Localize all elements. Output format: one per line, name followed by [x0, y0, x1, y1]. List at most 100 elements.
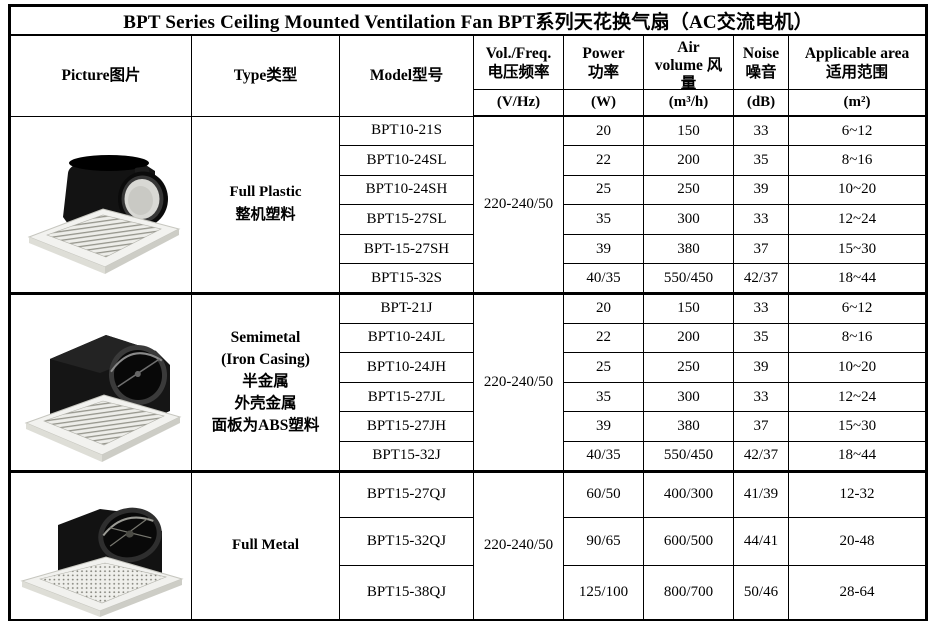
area-cell: 10~20: [787, 352, 928, 383]
power-cell: 90/65: [563, 516, 644, 566]
header-line: Noise: [742, 44, 780, 62]
noise-cell: 33: [733, 204, 789, 235]
air-volume-cell: 550/450: [643, 441, 734, 472]
voltage-cell: 220-240/50: [473, 469, 564, 621]
air-volume-cell: 380: [643, 233, 734, 265]
header-line: Power: [582, 44, 625, 62]
header-line: Air: [677, 39, 700, 56]
full-plastic-fan-image: [27, 155, 181, 275]
power-cell: 35: [563, 204, 644, 235]
col-header-power: Power 功率: [563, 34, 644, 90]
model-cell-highlighted: BPT15-32QJ: [339, 516, 474, 566]
noise-cell: 42/37: [733, 263, 789, 295]
power-cell: 22: [563, 322, 644, 354]
table-row: Semimetal (Iron Casing) 半金属 外壳金属 面板为ABS塑…: [9, 292, 928, 472]
power-cell: 35: [563, 381, 644, 413]
table-row: BPT-15-27SH 39 380 37 15~30: [10, 233, 928, 265]
power-cell: 125/100: [563, 564, 644, 621]
type-line: Full Metal: [231, 537, 300, 554]
col-header-model: Model型号: [339, 34, 474, 117]
area-cell: 10~20: [787, 174, 928, 206]
noise-cell: 37: [733, 411, 789, 443]
model-cell: BPT-15-27SH: [339, 233, 474, 265]
table-row: (V/Hz) (W) (m³/h) (dB) (m²): [10, 89, 928, 117]
table-row: BPT10-24JH 25 250 39 10~20: [10, 352, 928, 383]
power-cell: 40/35: [563, 263, 644, 295]
air-volume-cell: 300: [643, 204, 734, 235]
noise-cell: 37: [733, 233, 789, 265]
area-cell: 8~16: [787, 145, 928, 176]
type-line: (Iron Casing): [221, 351, 310, 369]
model-cell: BPT10-21S: [339, 115, 474, 147]
header-line: 噪音: [745, 63, 777, 81]
air-volume-cell: 200: [643, 145, 734, 176]
semimetal-fan-image: [24, 335, 182, 463]
noise-cell: 39: [733, 174, 789, 206]
header-line: 适用范围: [826, 63, 889, 81]
col-header-noise: Noise 噪音: [733, 34, 789, 90]
air-volume-cell: 380: [643, 411, 734, 443]
power-cell: 39: [563, 233, 644, 265]
power-cell: 60/50: [563, 469, 644, 518]
model-cell: BPT10-24JL: [339, 322, 474, 354]
power-cell: 39: [563, 411, 644, 443]
model-cell: BPT15-27JH: [339, 411, 474, 443]
unit-power: (W): [563, 89, 644, 117]
air-volume-cell: 600/500: [643, 516, 734, 566]
model-cell-highlighted: BPT15-38QJ: [339, 564, 474, 621]
air-volume-cell: 250: [643, 352, 734, 383]
col-header-type: Type类型: [191, 34, 340, 117]
model-cell: BPT15-32J: [339, 441, 474, 472]
picture-cell: [9, 292, 192, 472]
area-cell: 8~16: [787, 322, 928, 354]
model-cell: BPT10-24JH: [339, 352, 474, 383]
table-row: BPT15-38QJ 125/100 800/700 50/46 28-64: [10, 564, 928, 621]
noise-cell: 39: [733, 352, 789, 383]
table-row: BPT10-24SH 25 250 39 10~20: [10, 174, 928, 206]
model-cell: BPT15-27SL: [339, 204, 474, 235]
col-header-area: Applicable area 适用范围: [787, 34, 928, 90]
voltage-cell: 220-240/50: [473, 292, 564, 472]
area-cell: 6~12: [787, 292, 928, 324]
table-row: BPT10-24JL 22 200 35 8~16: [10, 322, 928, 354]
header-line: Vol./Freq.: [485, 44, 552, 62]
picture-cell: [9, 469, 192, 621]
noise-cell: 42/37: [733, 441, 789, 472]
table-row: BPT15-27JH 39 380 37 15~30: [10, 411, 928, 443]
table-row: BPT15-32J 40/35 550/450 42/37 18~44: [10, 441, 928, 472]
model-cell: BPT10-24SH: [339, 174, 474, 206]
unit-voltage: (V/Hz): [473, 89, 564, 117]
type-cell: Full Plastic 整机塑料: [191, 115, 340, 295]
type-line: 整机塑料: [235, 207, 296, 224]
air-volume-cell: 150: [643, 115, 734, 147]
clipped-header-text: Air volume 风 量: [645, 36, 733, 89]
table-row: BPT Series Ceiling Mounted Ventilation F…: [8, 5, 928, 36]
noise-cell: 33: [733, 381, 789, 413]
power-cell: 40/35: [563, 441, 644, 472]
table-row: Full Plastic 整机塑料 BPT10-21S 220-240/50 2…: [9, 115, 928, 295]
type-line: 面板为ABS塑料: [211, 417, 320, 435]
unit-noise: (dB): [733, 89, 789, 117]
fan-spec-table: BPT Series Ceiling Mounted Ventilation F…: [8, 4, 929, 621]
table-row: Full Metal BPT15-27QJ 220-240/50 60/50 4…: [9, 469, 928, 621]
area-cell: 6~12: [787, 115, 928, 147]
type-line: Full Plastic: [229, 184, 302, 201]
air-volume-cell: 150: [643, 292, 734, 324]
noise-cell: 50/46: [733, 564, 789, 621]
area-cell: 15~30: [787, 233, 928, 265]
area-cell: 12~24: [787, 204, 928, 235]
noise-cell: 33: [733, 292, 789, 324]
header-line: 功率: [587, 63, 619, 81]
model-cell-highlighted: BPT15-27QJ: [339, 469, 474, 518]
noise-cell: 44/41: [733, 516, 789, 566]
header-line: 电压频率: [487, 63, 550, 81]
table-row: BPT15-32S 40/35 550/450 42/37 18~44: [10, 263, 928, 295]
area-cell: 15~30: [787, 411, 928, 443]
model-cell: BPT15-32S: [339, 263, 474, 295]
air-volume-cell: 200: [643, 322, 734, 354]
picture-cell: [9, 115, 192, 295]
air-volume-cell: 250: [643, 174, 734, 206]
model-cell: BPT10-24SL: [339, 145, 474, 176]
header-line: 量: [680, 75, 697, 89]
